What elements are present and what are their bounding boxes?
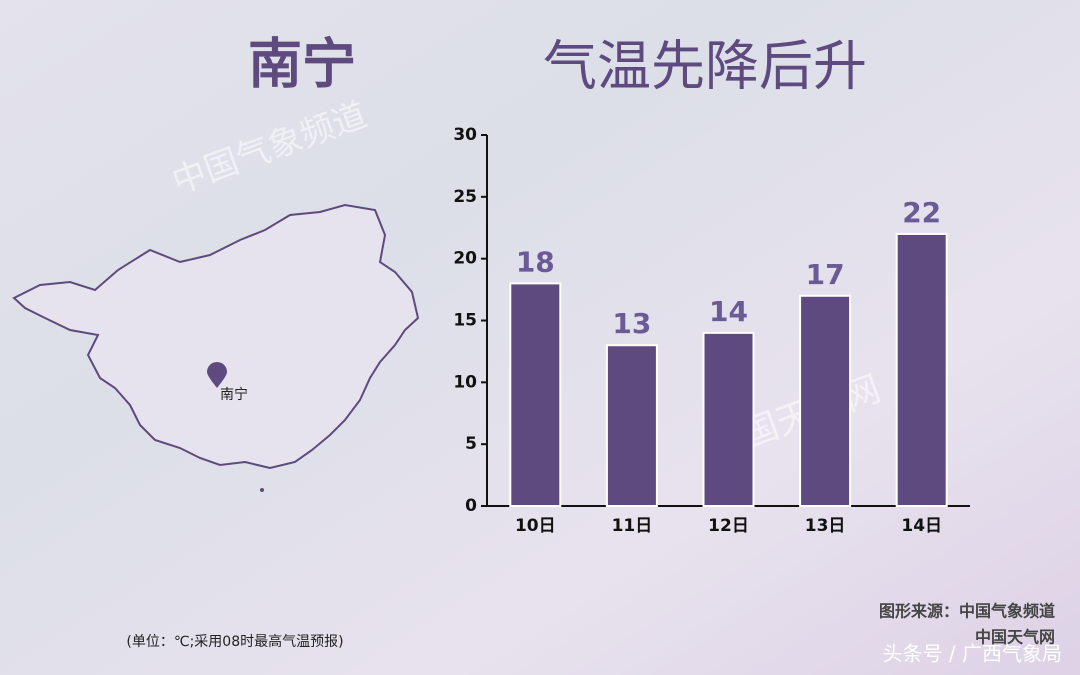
bar: [799, 294, 852, 507]
data-label: 22: [902, 196, 941, 229]
y-tick-label: 5: [465, 434, 477, 454]
x-tick-label: 10日: [515, 516, 556, 536]
x-tick-label: 11日: [612, 516, 653, 536]
y-tick-label: 15: [453, 311, 477, 331]
data-label: 13: [612, 307, 651, 340]
bar: [605, 344, 658, 507]
watermark: 头条号 / 广西气象局: [883, 642, 1062, 666]
map-region: [12, 203, 420, 470]
chart-title: 气温先降后升: [543, 35, 867, 98]
map-label: 南宁: [220, 386, 248, 403]
map-island: [260, 488, 264, 492]
x-tick-label: 14日: [901, 516, 942, 536]
y-tick-label: 30: [453, 125, 477, 145]
bar: [895, 232, 948, 508]
y-tick-label: 20: [453, 249, 477, 269]
city-title: 南宁: [248, 33, 356, 96]
y-tick-label: 10: [453, 372, 477, 392]
x-tick-label: 13日: [805, 516, 846, 536]
footnote: (单位：℃;采用08时最高气温预报): [126, 633, 343, 650]
y-tick-label: 0: [465, 496, 477, 516]
y-tick-label: 25: [453, 187, 477, 207]
x-tick-label: 12日: [708, 516, 749, 536]
bar: [509, 282, 562, 507]
map-pin: [207, 362, 227, 388]
data-label: 17: [806, 258, 845, 291]
source: 中国天气网: [975, 628, 1055, 647]
data-label: 14: [709, 295, 748, 328]
data-label: 18: [516, 245, 555, 278]
bar: [702, 331, 755, 507]
source: 图形来源：中国气象频道: [879, 602, 1055, 621]
